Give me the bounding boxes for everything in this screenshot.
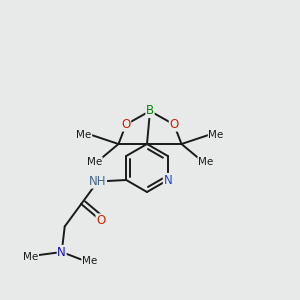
Text: B: B [146,104,154,118]
Text: Me: Me [76,130,92,140]
Text: Me: Me [82,256,97,266]
Text: Me: Me [87,157,102,167]
Text: O: O [122,118,130,131]
Text: NH: NH [89,175,106,188]
Text: N: N [57,245,66,259]
Text: Me: Me [23,251,38,262]
Text: N: N [164,173,172,187]
Text: O: O [96,214,105,227]
Text: Me: Me [208,130,224,140]
Text: O: O [169,118,178,131]
Text: Me: Me [198,157,213,167]
